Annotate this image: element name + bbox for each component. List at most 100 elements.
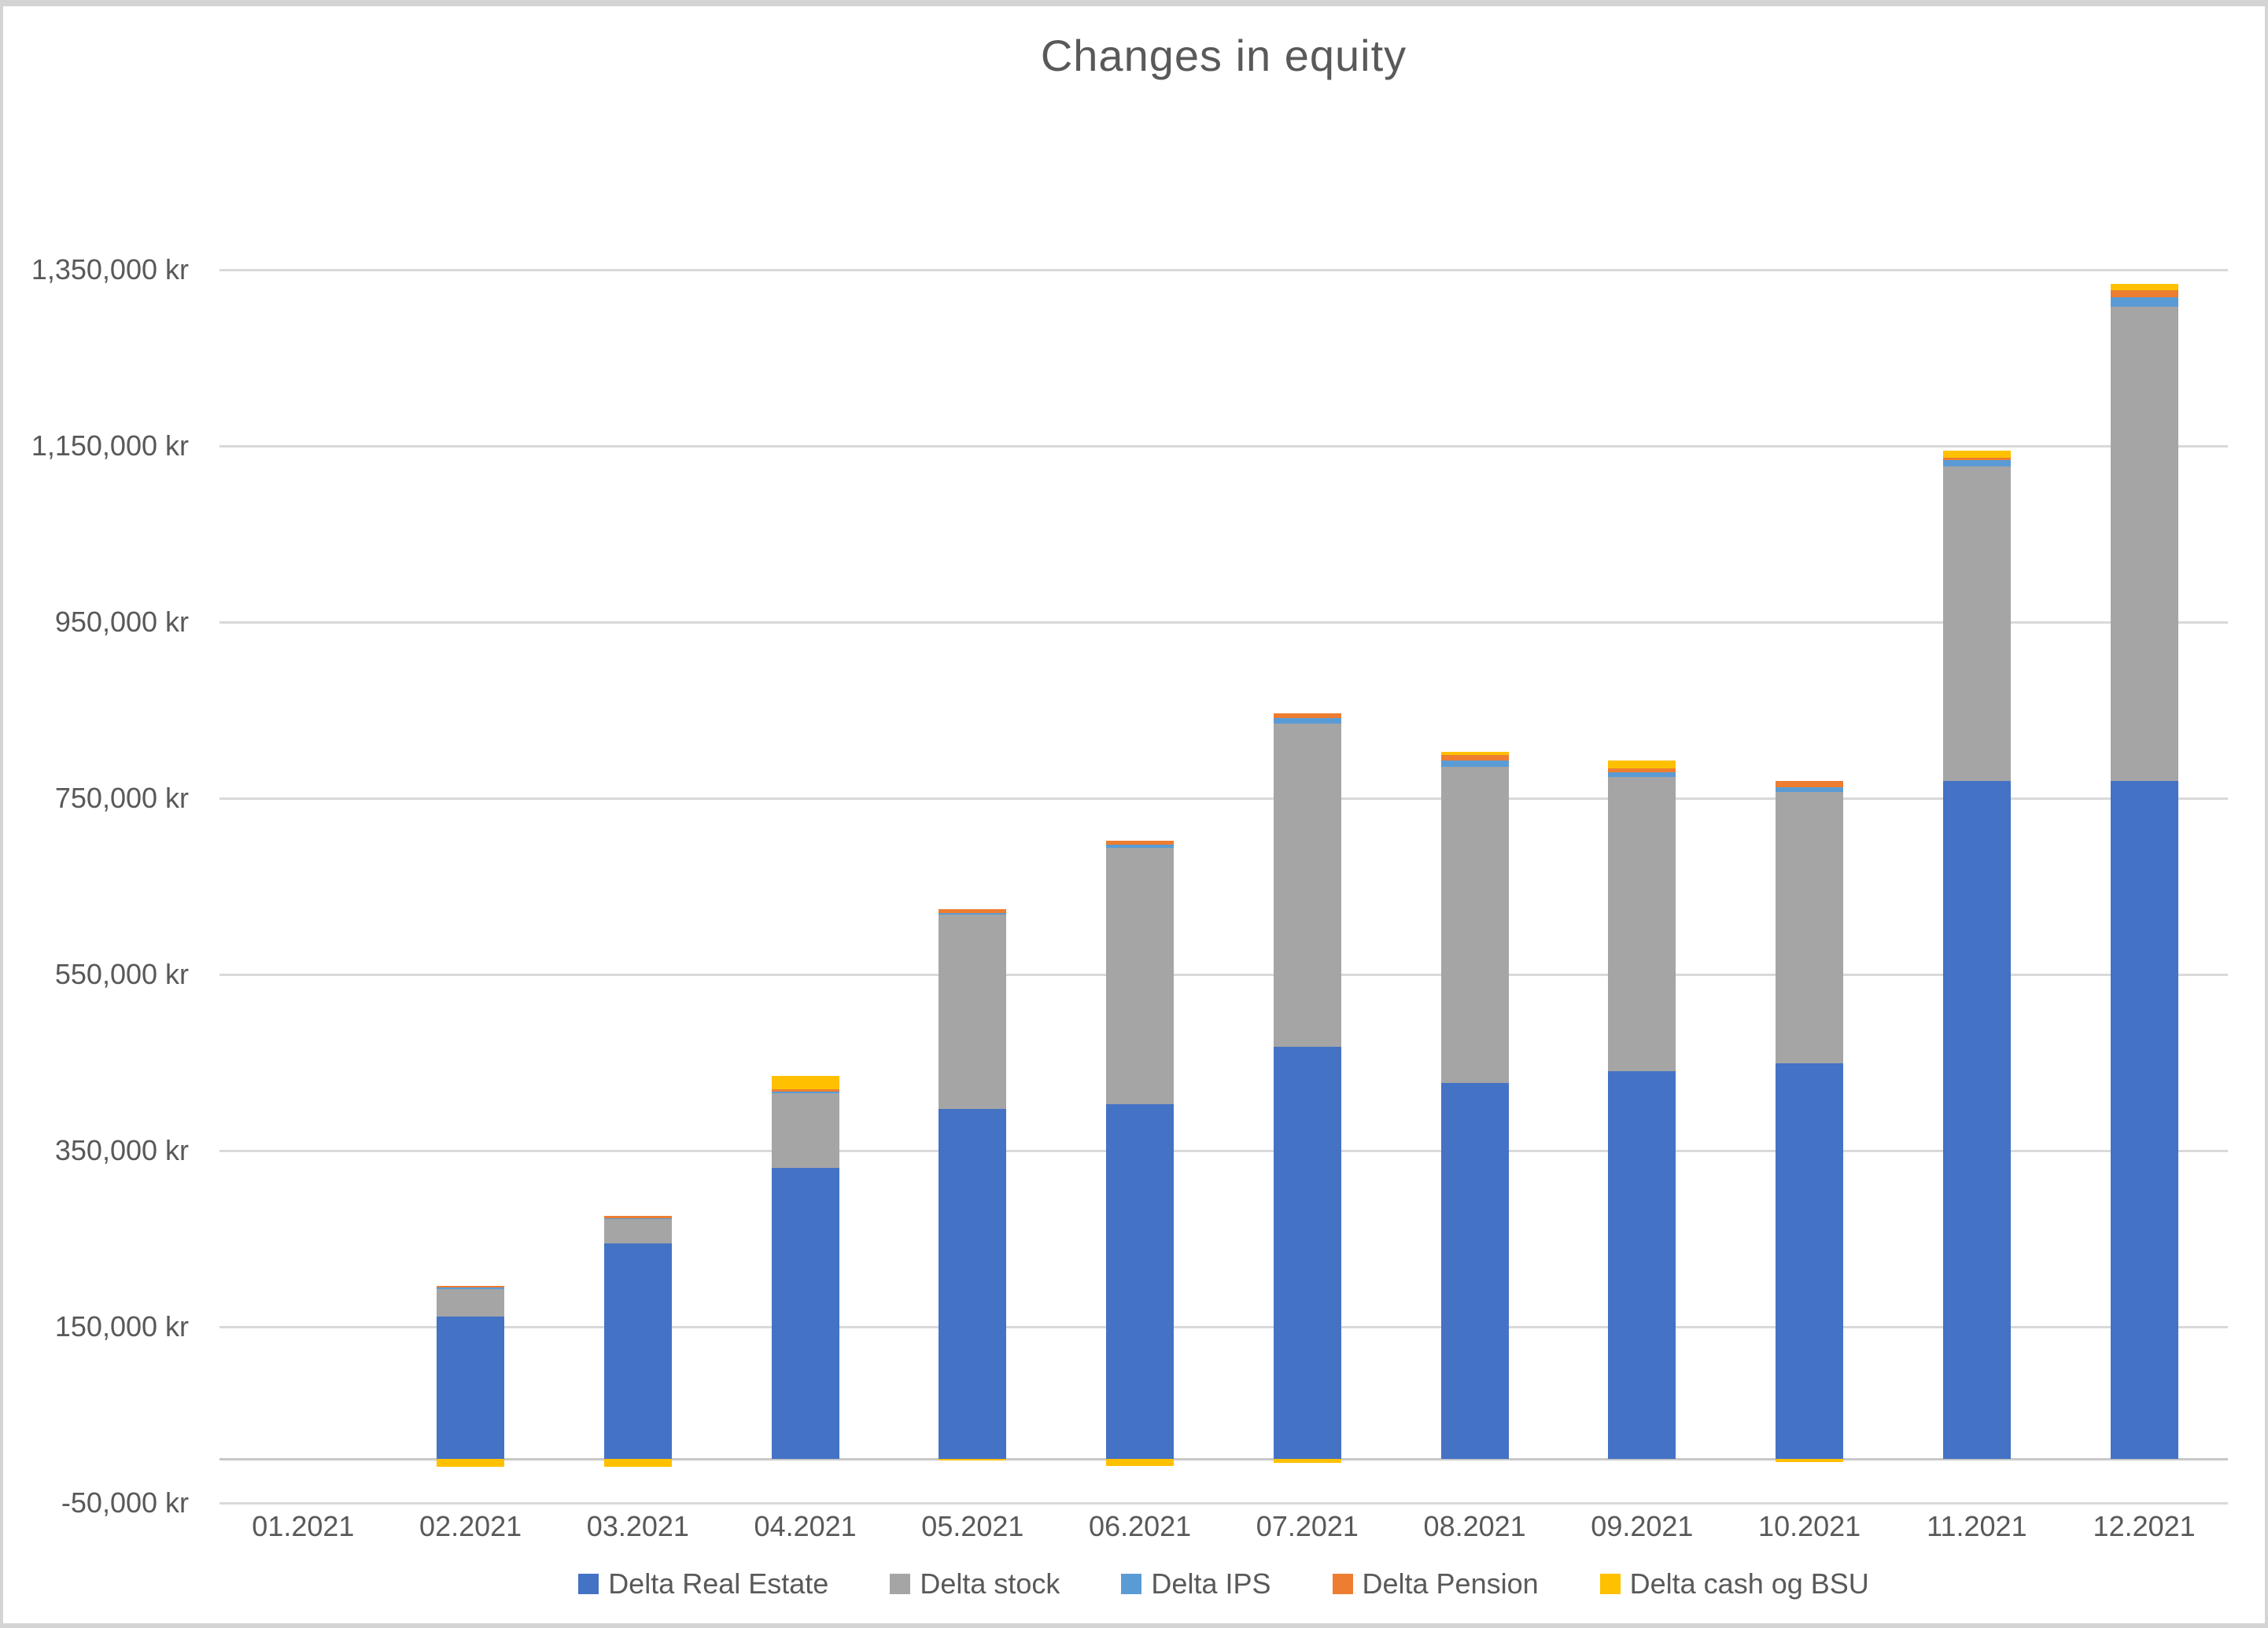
bar-segment-delta-stock	[1608, 777, 1676, 1072]
bar-segment-delta-pension	[939, 909, 1007, 913]
bar-segment-delta-stock	[1942, 466, 2011, 781]
legend-item: Delta stock	[890, 1567, 1060, 1600]
x-axis-label: 05.2021	[921, 1510, 1024, 1542]
bar-segment-delta-cash-og-bsu	[1608, 760, 1676, 768]
bar-segment-delta-cash-og-bsu	[1942, 450, 2011, 458]
legend-item: Delta cash og BSU	[1599, 1567, 1869, 1600]
window-border-right	[2265, 0, 2268, 1628]
bar-segment-delta-cash-og-bsu	[437, 1459, 505, 1468]
bar-segment-delta-ips	[603, 1218, 672, 1220]
bar-segment-delta-real-estate	[437, 1316, 505, 1459]
bar-segment-delta-stock	[939, 914, 1007, 1110]
gridline	[219, 1149, 2228, 1152]
bar-segment-delta-pension	[1440, 754, 1509, 761]
bar-segment-delta-pension	[771, 1089, 839, 1092]
bar-segment-delta-cash-og-bsu	[1440, 751, 1509, 755]
bar-segment-delta-stock	[603, 1219, 672, 1243]
bar-segment-delta-pension	[1273, 713, 1341, 719]
bar-segment-delta-real-estate	[939, 1109, 1007, 1459]
gridline	[219, 444, 2228, 448]
bar-segment-delta-pension	[437, 1286, 505, 1287]
bar-segment-delta-ips	[437, 1287, 505, 1289]
x-axis-label: 04.2021	[754, 1510, 857, 1542]
y-tick-label: 550,000 kr	[54, 958, 189, 990]
bar-segment-delta-cash-og-bsu	[1106, 1459, 1175, 1466]
bar-segment-delta-ips	[1440, 761, 1509, 767]
y-tick-label: 750,000 kr	[54, 782, 189, 814]
gridline	[219, 973, 2228, 976]
x-axis-label: 08.2021	[1423, 1510, 1526, 1542]
bar-segment-delta-stock	[437, 1288, 505, 1317]
bar-segment-delta-ips	[771, 1091, 839, 1094]
x-axis-label: 07.2021	[1256, 1510, 1359, 1542]
x-axis-label: 12.2021	[2093, 1510, 2196, 1542]
bar-segment-delta-ips	[1608, 772, 1676, 778]
legend-label: Delta Real Estate	[608, 1567, 829, 1600]
bar-segment-delta-ips	[1776, 787, 1844, 793]
bar-segment-delta-stock	[1776, 792, 1844, 1064]
y-tick-label: -50,000 kr	[61, 1486, 189, 1519]
bar-segment-delta-cash-og-bsu	[2110, 283, 2178, 290]
bar-segment-delta-real-estate	[1608, 1071, 1676, 1459]
bar-segment-delta-stock	[1273, 723, 1341, 1047]
legend-swatch-icon	[890, 1574, 911, 1594]
y-tick-label: 1,350,000 kr	[31, 253, 189, 285]
legend-swatch-icon	[578, 1574, 599, 1594]
legend-swatch-icon	[1121, 1574, 1142, 1594]
legend-swatch-icon	[1599, 1574, 1621, 1594]
gridline	[219, 1325, 2228, 1328]
x-axis-label: 02.2021	[419, 1510, 522, 1542]
category-axis-line	[219, 1457, 2228, 1460]
bar-segment-delta-real-estate	[1776, 1063, 1844, 1459]
legend-label: Delta Pension	[1362, 1567, 1539, 1600]
window-border-top	[0, 0, 2268, 6]
bar-segment-delta-real-estate	[1440, 1082, 1509, 1459]
legend-item: Delta Real Estate	[578, 1567, 828, 1600]
y-tick-label: 150,000 kr	[54, 1310, 189, 1343]
bar-segment-delta-cash-og-bsu	[1273, 1459, 1341, 1464]
bar-segment-delta-pension	[2110, 289, 2178, 297]
bar-segment-delta-stock	[1106, 847, 1175, 1104]
gridline	[219, 1501, 2228, 1505]
bar-segment-delta-ips	[939, 912, 1007, 915]
gridline	[219, 797, 2228, 800]
bar-segment-delta-real-estate	[603, 1243, 672, 1459]
bar-segment-delta-ips	[1273, 718, 1341, 724]
bar-segment-delta-pension	[1608, 768, 1676, 772]
bar-segment-delta-cash-og-bsu	[939, 1459, 1007, 1461]
bar-segment-delta-cash-og-bsu	[1776, 1459, 1844, 1462]
legend-label: Delta IPS	[1151, 1567, 1271, 1600]
x-axis-label: 03.2021	[586, 1510, 689, 1542]
legend-item: Delta Pension	[1332, 1567, 1539, 1600]
x-axis-label: 01.2021	[252, 1510, 355, 1542]
gridline	[219, 621, 2228, 624]
bar-segment-delta-cash-og-bsu	[603, 1459, 672, 1468]
legend-swatch-icon	[1332, 1574, 1353, 1594]
x-axis-label: 10.2021	[1758, 1510, 1861, 1542]
bar-segment-delta-real-estate	[1942, 780, 2011, 1459]
chart-title: Changes in equity	[1040, 31, 1407, 80]
bar-segment-delta-stock	[1440, 766, 1509, 1083]
bar-segment-delta-pension	[603, 1215, 672, 1219]
bar-segment-delta-pension	[1106, 840, 1175, 845]
x-axis-label: 06.2021	[1089, 1510, 1192, 1542]
bar-segment-delta-stock	[2110, 307, 2178, 781]
x-axis-label: 11.2021	[1927, 1510, 2027, 1542]
bar-segment-delta-ips	[2110, 297, 2178, 308]
bar-segment-delta-real-estate	[771, 1168, 839, 1459]
legend-item: Delta IPS	[1121, 1567, 1271, 1600]
bar-segment-delta-ips	[1942, 460, 2011, 466]
gridline	[219, 268, 2228, 271]
legend: Delta Real Estate Delta stock Delta IPS Del…	[219, 1564, 2228, 1604]
legend-label: Delta cash og BSU	[1629, 1567, 1869, 1600]
legend-label: Delta stock	[920, 1567, 1060, 1600]
bar-segment-delta-ips	[1106, 844, 1175, 848]
bar-segment-delta-cash-og-bsu	[771, 1075, 839, 1090]
bar-segment-delta-real-estate	[2110, 780, 2178, 1459]
bar-segment-delta-real-estate	[1106, 1103, 1175, 1459]
bar-segment-delta-stock	[771, 1093, 839, 1169]
window-border-bottom	[0, 1623, 2268, 1628]
y-tick-label: 950,000 kr	[54, 606, 189, 638]
window-border-left	[0, 0, 3, 1628]
y-tick-label: 350,000 kr	[54, 1134, 189, 1166]
